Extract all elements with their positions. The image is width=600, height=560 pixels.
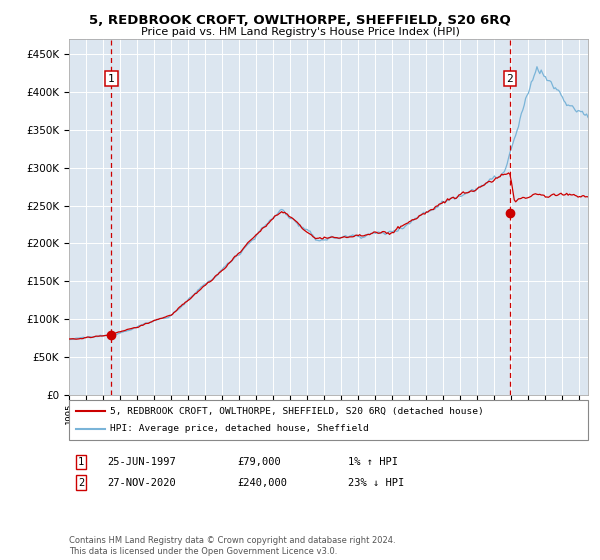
Text: HPI: Average price, detached house, Sheffield: HPI: Average price, detached house, Shef… [110,424,368,433]
Text: 2: 2 [506,73,513,83]
Text: 1% ↑ HPI: 1% ↑ HPI [348,457,398,467]
Text: 1: 1 [108,73,115,83]
Text: Price paid vs. HM Land Registry's House Price Index (HPI): Price paid vs. HM Land Registry's House … [140,27,460,37]
Text: 23% ↓ HPI: 23% ↓ HPI [348,478,404,488]
Text: 1: 1 [78,457,84,467]
Text: 2: 2 [78,478,84,488]
Text: £79,000: £79,000 [237,457,281,467]
Text: 5, REDBROOK CROFT, OWLTHORPE, SHEFFIELD, S20 6RQ (detached house): 5, REDBROOK CROFT, OWLTHORPE, SHEFFIELD,… [110,407,484,416]
Text: 27-NOV-2020: 27-NOV-2020 [107,478,176,488]
Text: Contains HM Land Registry data © Crown copyright and database right 2024.
This d: Contains HM Land Registry data © Crown c… [69,536,395,556]
Text: 25-JUN-1997: 25-JUN-1997 [107,457,176,467]
Text: £240,000: £240,000 [237,478,287,488]
Text: 5, REDBROOK CROFT, OWLTHORPE, SHEFFIELD, S20 6RQ: 5, REDBROOK CROFT, OWLTHORPE, SHEFFIELD,… [89,14,511,27]
